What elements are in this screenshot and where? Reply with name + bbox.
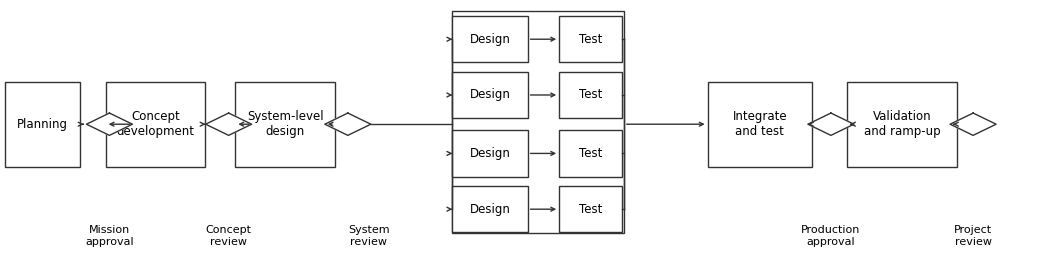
Text: Test: Test — [579, 147, 602, 160]
Text: Design: Design — [470, 88, 511, 101]
Text: Design: Design — [470, 147, 511, 160]
Text: Production
approval: Production approval — [801, 225, 861, 246]
Bar — [559, 16, 622, 62]
Polygon shape — [205, 113, 251, 135]
Text: Planning: Planning — [17, 118, 68, 131]
Bar — [559, 186, 622, 233]
Bar — [452, 130, 528, 177]
Bar — [236, 82, 335, 167]
Text: System-level
design: System-level design — [247, 110, 324, 138]
Polygon shape — [87, 113, 132, 135]
Polygon shape — [325, 113, 371, 135]
Text: Design: Design — [470, 33, 511, 46]
Bar — [559, 72, 622, 118]
Text: Concept
development: Concept development — [116, 110, 195, 138]
Bar — [559, 130, 622, 177]
Polygon shape — [808, 113, 854, 135]
Text: Test: Test — [579, 88, 602, 101]
Bar — [452, 186, 528, 233]
Text: Integrate
and test: Integrate and test — [733, 110, 787, 138]
Text: Project
review: Project review — [954, 225, 993, 246]
Polygon shape — [950, 113, 996, 135]
Text: System
review: System review — [348, 225, 389, 246]
Bar — [847, 82, 957, 167]
Text: Test: Test — [579, 203, 602, 216]
Bar — [5, 82, 81, 167]
Bar — [708, 82, 812, 167]
Text: Concept
review: Concept review — [205, 225, 251, 246]
Text: Design: Design — [470, 203, 511, 216]
Text: Mission
approval: Mission approval — [85, 225, 134, 246]
Bar — [106, 82, 205, 167]
Bar — [452, 72, 528, 118]
Text: Test: Test — [579, 33, 602, 46]
Text: Validation
and ramp-up: Validation and ramp-up — [864, 110, 940, 138]
Bar — [452, 16, 528, 62]
Bar — [452, 11, 624, 233]
